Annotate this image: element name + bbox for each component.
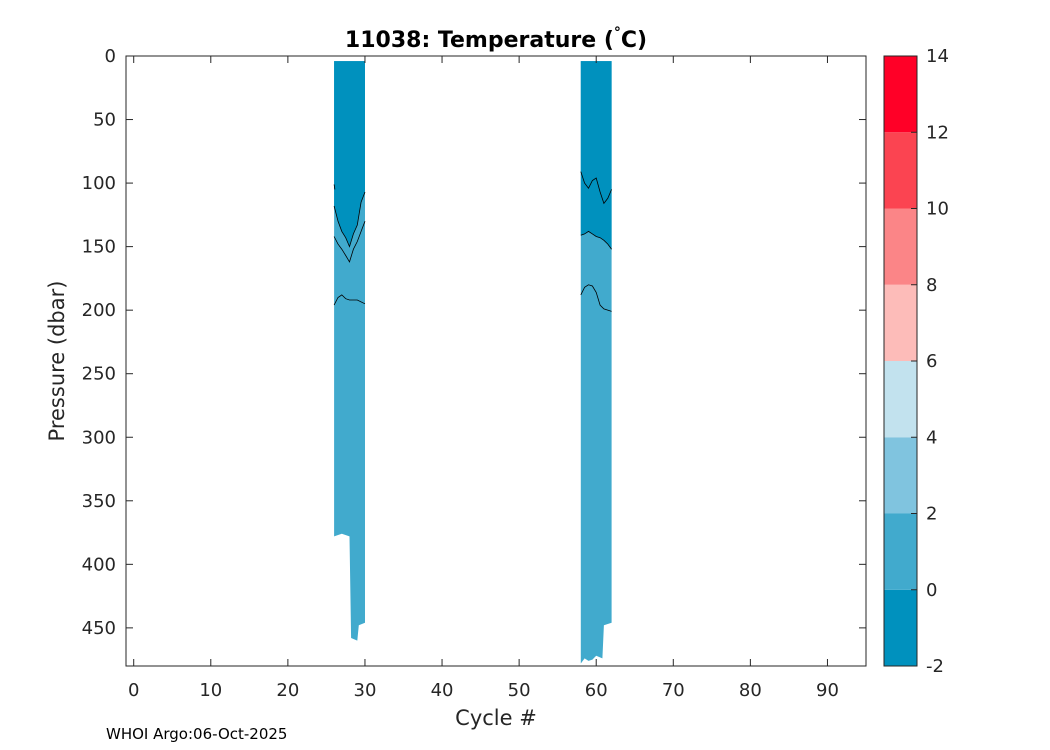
x-tick-label: 50 bbox=[508, 680, 531, 701]
axes-box bbox=[125, 55, 867, 667]
contour-line-0-1 bbox=[333, 191, 366, 248]
y-tick-label: 450 bbox=[82, 618, 116, 639]
y-tick-label: 0 bbox=[105, 46, 116, 67]
x-tick-label: 80 bbox=[739, 680, 762, 701]
colorbar-tick-label: 2 bbox=[926, 504, 937, 525]
title-suffix: C) bbox=[621, 28, 647, 53]
contour-line-1-2 bbox=[580, 284, 612, 312]
x-tick-label: 60 bbox=[585, 680, 608, 701]
colorbar-tick-label: 0 bbox=[926, 580, 937, 601]
contour-line-0-0 bbox=[333, 184, 336, 190]
colorbar-level-2 bbox=[884, 437, 917, 514]
y-tick-label: 50 bbox=[93, 110, 116, 131]
colorbar-level-5 bbox=[884, 208, 917, 285]
contour-line-0-2 bbox=[333, 221, 366, 263]
y-tick-label: 100 bbox=[82, 173, 116, 194]
colorbar-tick-label: 14 bbox=[926, 46, 949, 67]
colorbar-tick-label: 10 bbox=[926, 199, 949, 220]
footer-credit: WHOI Argo:06-Oct-2025 bbox=[106, 725, 288, 743]
title-prefix: 11038: Temperature ( bbox=[345, 28, 614, 53]
colorbar-tick-label: 4 bbox=[926, 427, 937, 448]
x-tick-label: 0 bbox=[128, 680, 139, 701]
profile-band-cold-0 bbox=[334, 61, 365, 247]
x-tick-label: 10 bbox=[199, 680, 222, 701]
colorbar-tick-label: 12 bbox=[926, 122, 949, 143]
contour-line-1-1 bbox=[580, 230, 612, 250]
colorbar-level-1 bbox=[884, 513, 917, 590]
y-tick-label: 200 bbox=[82, 300, 116, 321]
title-degree: ° bbox=[614, 25, 621, 41]
chart-title: 11038: Temperature (°C) bbox=[345, 25, 647, 53]
colorbar-level-7 bbox=[884, 56, 917, 133]
plot-area: 0 10 20 30 40 50 60 70 80 90 0 50 100 150 200 250 300 350… bbox=[82, 46, 867, 701]
colorbar-tick-label: 6 bbox=[926, 351, 937, 372]
colorbar-tick-label: -2 bbox=[926, 656, 944, 677]
y-tick-label: 350 bbox=[82, 491, 116, 512]
x-tick-label: 30 bbox=[354, 680, 377, 701]
colorbar-level-6 bbox=[884, 132, 917, 209]
x-tick-label: 20 bbox=[276, 680, 299, 701]
y-axis-label: Pressure (dbar) bbox=[45, 281, 69, 442]
x-tick-label: 70 bbox=[662, 680, 685, 701]
y-tick-label: 150 bbox=[82, 237, 116, 258]
y-tick-label: 250 bbox=[82, 364, 116, 385]
contour-line-1-0 bbox=[580, 171, 612, 205]
colorbar-level-3 bbox=[884, 361, 917, 438]
colorbar-level-0 bbox=[884, 589, 917, 666]
contour-line-0-3 bbox=[333, 294, 366, 306]
y-tick-label: 400 bbox=[82, 554, 116, 575]
profile-band-cold-1 bbox=[580, 61, 612, 250]
colorbar: -2 0 2 4 6 8 10 12 14 bbox=[883, 46, 949, 677]
x-tick-label: 90 bbox=[816, 680, 839, 701]
colorbar-tick-label: 8 bbox=[926, 275, 937, 296]
x-axis-label: Cycle # bbox=[455, 706, 537, 730]
y-tick-label: 300 bbox=[82, 427, 116, 448]
colorbar-level-4 bbox=[884, 284, 917, 361]
x-tick-label: 40 bbox=[431, 680, 454, 701]
